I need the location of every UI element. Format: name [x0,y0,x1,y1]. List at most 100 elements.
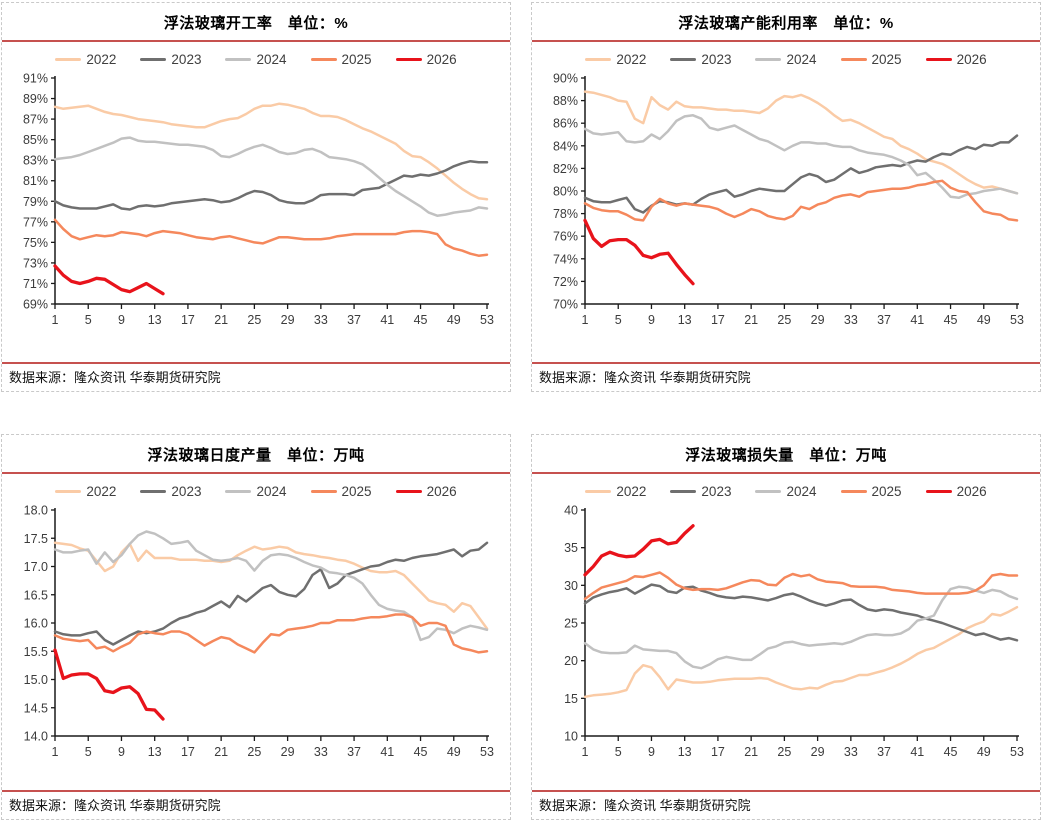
x-axis: 1 5 9 13 17 21 25 29 33 37 41 45 49 53 [582,303,1024,327]
legend-item-2025: 2025 [840,52,902,67]
x-tick-label: 33 [844,745,858,759]
legend-item-2022: 2022 [585,484,646,499]
x-tick-label: 53 [1010,313,1024,327]
legend-label: 2025 [871,52,902,67]
red-divider [532,472,1040,474]
legend-swatch-2022 [55,490,82,493]
legend-label: 2022 [616,484,647,499]
x-tick-label: 49 [977,745,991,759]
x-tick-label: 1 [582,745,589,759]
x-tick-label: 25 [777,313,791,327]
series-line-2022 [583,605,1019,699]
panel-daily-output: 浮法玻璃日度产量 单位：万吨 2022 2023 2024 2025 2026 14.0… [1,434,511,820]
x-tick-label: 9 [118,313,125,327]
data-source-note: 数据来源：隆众资讯 华泰期货研究院 [539,798,751,813]
y-tick-label: 17.5 [24,532,48,546]
x-tick-label: 29 [811,313,825,327]
legend-label: 2023 [701,52,732,67]
y-tick-label: 90% [553,72,578,86]
x-tick-label: 13 [678,313,692,327]
y-tick-label: 70% [553,298,578,312]
x-tick-label: 21 [744,313,758,327]
legend-swatch-2023 [140,58,167,61]
y-tick-label: 76% [553,230,578,244]
y-tick-label: 72% [553,275,578,289]
x-tick-label: 37 [347,745,361,759]
red-divider [2,40,510,42]
x-axis: 1 5 9 13 17 21 25 29 33 37 41 45 49 53 [582,735,1024,759]
x-tick-label: 41 [380,745,394,759]
x-tick-label: 1 [52,313,59,327]
series-line-2024 [583,114,1019,200]
y-tick-label: 85% [23,133,48,147]
x-tick-label: 37 [877,745,891,759]
panel-operating-rate: 浮法玻璃开工率 单位：% 2022 2023 2024 2025 2026 69% 71%… [1,2,511,392]
data-source-note: 数据来源：隆众资讯 华泰期货研究院 [9,370,221,385]
y-tick-label: 15.5 [24,645,48,659]
legend-label: 2026 [956,52,987,67]
legend-label: 2022 [86,484,117,499]
y-axis: 14.0 14.5 15.0 15.5 16.0 16.5 17.0 17.5 18.0 [24,504,56,744]
y-tick-label: 25 [564,617,578,631]
panel-capacity-utilization: 浮法玻璃产能利用率 单位：% 2022 2023 2024 2025 2026 70% 7… [531,2,1041,392]
x-tick-label: 13 [148,745,162,759]
legend-label: 2023 [701,484,732,499]
legend-swatch-2025 [840,490,867,493]
legend-item-2026: 2026 [395,52,457,67]
y-tick-label: 89% [23,92,48,106]
legend-label: 2026 [956,484,987,499]
y-tick-label: 87% [23,113,48,127]
legend-item-2025: 2025 [310,52,372,67]
legend-label: 2024 [786,484,817,499]
x-tick-label: 25 [777,745,791,759]
chart-title: 浮法玻璃日度产量 单位：万吨 [147,447,365,464]
y-tick-label: 35 [564,541,578,555]
legend-swatch-2024 [755,490,782,493]
red-divider [2,362,510,364]
legend-swatch-2025 [310,490,337,493]
legend-label: 2024 [786,52,817,67]
legend-label: 2023 [171,52,202,67]
y-tick-label: 74% [553,252,578,266]
x-tick-label: 33 [314,745,328,759]
y-tick-label: 71% [23,277,48,291]
series-line-2024 [583,585,1019,670]
x-tick-label: 17 [711,745,725,759]
x-tick-label: 45 [414,313,428,327]
y-tick-label: 16.5 [24,588,48,602]
x-axis: 1 5 9 13 17 21 25 29 33 37 41 45 49 53 [52,735,494,759]
x-tick-label: 17 [181,745,195,759]
x-tick-label: 21 [214,745,228,759]
chart-title: 浮法玻璃损失量 单位：万吨 [685,447,887,464]
x-tick-label: 45 [944,313,958,327]
y-tick-label: 30 [564,579,578,593]
chart-legend: 2022 2023 2024 2025 2026 [532,51,1040,68]
red-divider [2,790,510,792]
legend-swatch-2025 [310,58,337,61]
series-line-2025 [583,571,1019,601]
x-tick-label: 5 [85,745,92,759]
legend-swatch-2023 [670,58,697,61]
x-tick-label: 5 [615,313,622,327]
x-tick-label: 33 [314,313,328,327]
legend-item-2024: 2024 [225,52,287,67]
panel-loss-volume: 浮法玻璃损失量 单位：万吨 2022 2023 2024 2025 2026 10 15 2… [531,434,1041,820]
x-tick-label: 45 [414,745,428,759]
x-tick-label: 53 [480,745,494,759]
legend-item-2022: 2022 [55,484,116,499]
y-tick-label: 15 [564,692,578,706]
x-tick-label: 25 [247,745,261,759]
red-divider [532,790,1040,792]
series-line-2026 [53,264,165,296]
x-tick-label: 37 [877,313,891,327]
series-line-2024 [53,530,489,642]
x-tick-label: 49 [447,313,461,327]
legend-swatch-2024 [225,58,252,61]
y-tick-label: 80% [553,185,578,199]
y-tick-label: 78% [553,207,578,221]
y-tick-label: 77% [23,215,48,229]
series-line-2023 [583,583,1019,642]
legend-swatch-2026 [925,58,952,61]
legend-item-2023: 2023 [670,484,731,499]
legend-item-2023: 2023 [140,484,201,499]
